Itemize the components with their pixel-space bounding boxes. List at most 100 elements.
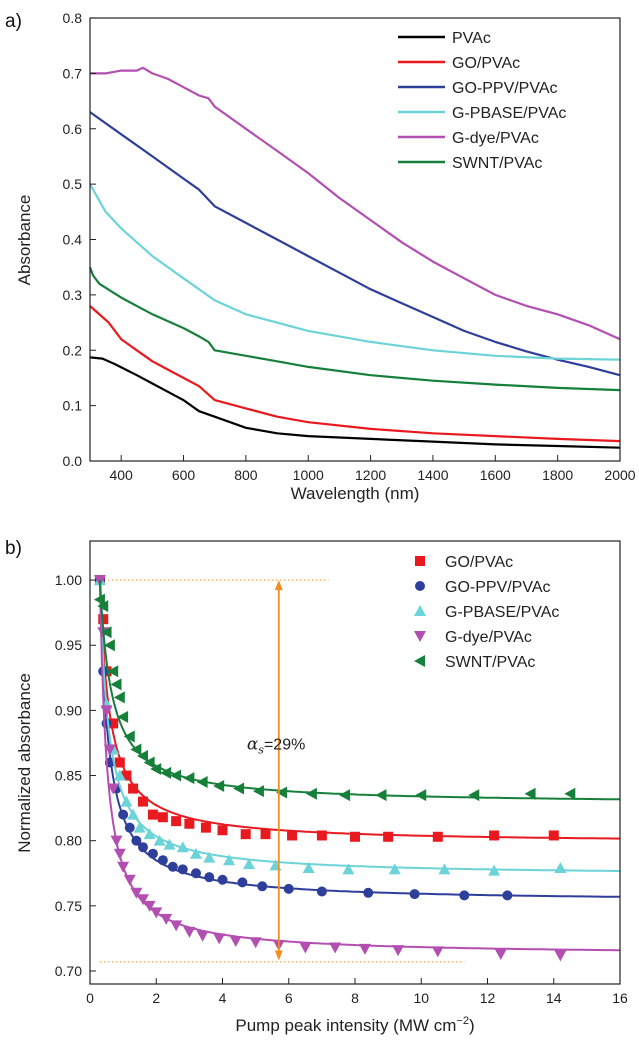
legend-label-go-ppv-pvac: GO-PPV/PVAc [445,579,551,596]
x-tick-label: 1400 [417,467,448,483]
panel-b-ticks: 0 2 4 6 8 10 12 14 16 0.70 0.75 0.80 0.85 0.90 0.95 1.0… [55,572,628,1006]
panel-a-label: a) [5,11,22,32]
data-point-go-ppv-pvac [237,877,248,888]
data-point-swnt-pvac [415,789,427,802]
data-point-g-dye-pvac [130,887,143,899]
data-point-swnt-pvac [110,678,122,691]
data-point-g-dye-pvac [137,894,149,906]
legend-marker-go-pvac [415,556,425,566]
data-point-g-dye-pvac [160,913,173,925]
data-point-go-ppv-pvac [217,874,228,885]
data-point-g-pbase-pvac [113,769,126,781]
data-point-go-pvac [432,831,443,842]
x-tick-label: 2 [152,990,160,1006]
legend-label-g-pbase-pvac: G-PBASE/PVAc [445,604,559,621]
data-point-swnt-pvac [150,763,162,776]
data-point-go-ppv-pvac [409,889,420,900]
x-tick-label: 12 [480,990,496,1006]
data-point-swnt-pvac [375,789,387,802]
data-point-g-pbase-pvac [143,828,156,840]
data-point-go-ppv-pvac [131,835,142,846]
data-point-swnt-pvac [100,626,112,639]
x-tick-label: 14 [546,990,562,1006]
data-point-go-ppv-pvac [502,890,513,901]
legend-label-go-pvac: GO/PVAc [445,554,513,571]
data-point-go-pvac [147,809,158,820]
data-point-swnt-pvac [524,787,536,800]
data-point-swnt-pvac [468,789,480,802]
annotation-value: =29% [264,736,305,753]
y-tick-label: 0.95 [55,637,82,653]
x-tick-label: 400 [109,467,133,483]
data-point-g-dye-pvac [358,943,371,955]
saturable-absorption-annotation: αs=29% [247,580,305,961]
y-tick-label: 0.90 [55,702,82,718]
data-point-swnt-pvac [276,786,288,799]
data-point-g-dye-pvac [103,744,116,756]
legend-marker-g-pbase-pvac [414,605,426,616]
y-tick-label: 0.8 [63,10,83,26]
legend-label-g-dye-pvac: G-dye/PVAc [452,130,539,147]
data-point-go-ppv-pvac [283,883,294,894]
series-line-swnt-pvac [88,266,621,392]
data-point-swnt-pvac [252,785,264,798]
series-line-pvac [89,356,621,449]
data-point-g-dye-pvac [392,945,405,957]
x-tick-label: 6 [285,990,293,1006]
y-tick-label: 0.3 [63,287,83,303]
data-point-swnt-pvac [170,769,182,782]
data-point-g-dye-pvac [299,942,312,954]
data-point-go-pvac [383,831,394,842]
data-point-swnt-pvac [103,639,115,652]
data-point-go-ppv-pvac [191,868,201,879]
series-line-g-dye-pvac [90,66,621,341]
panel-b: b) 0 2 4 6 8 10 12 14 16 0.70 0.75 0.80 0.85 0.90 0.95… [5,538,628,1035]
data-point-g-pbase-pvac [163,838,176,850]
data-point-g-dye-pvac [107,783,120,795]
data-point-g-pbase-pvac [127,808,140,820]
data-point-swnt-pvac [117,710,129,723]
data-point-swnt-pvac [113,691,125,704]
data-point-swnt-pvac [93,593,105,606]
y-tick-label: 0.80 [55,833,82,849]
data-point-g-dye-pvac [196,930,209,942]
data-point-go-ppv-pvac [118,809,129,820]
panel-b-reference-lines [99,579,465,963]
data-point-go-ppv-pvac [459,890,470,901]
data-point-g-dye-pvac [229,936,242,948]
data-point-g-dye-pvac [170,920,183,932]
legend-label-g-dye-pvac: G-dye/PVAc [445,629,532,646]
data-point-g-dye-pvac [213,933,226,945]
data-point-go-pvac [287,830,298,841]
panel-b-legend: GO/PVAc GO-PPV/PVAc G-PBASE/PVAc G-dye/PVAc… [414,554,559,671]
data-point-g-pbase-pvac [488,864,501,876]
y-tick-label: 0.4 [63,232,83,248]
data-point-g-dye-pvac [113,848,126,860]
x-tick-label: 1600 [480,467,511,483]
data-point-swnt-pvac [143,756,155,769]
panel-b-plot-area [93,574,621,962]
fit-curve-g-pbase-pvac [98,580,620,872]
data-point-g-dye-pvac [554,950,567,962]
annotation-arrow-head-bottom [274,950,283,961]
x-tick-label: 600 [172,467,196,483]
x-tick-label: 4 [219,990,227,1006]
data-point-g-pbase-pvac [133,821,146,833]
data-point-swnt-pvac [339,789,351,802]
data-point-g-dye-pvac [143,900,156,912]
y-tick-label: 0.5 [63,176,83,192]
panel-b-label: b) [5,538,22,559]
data-point-go-pvac [260,829,271,840]
data-point-swnt-pvac [130,743,142,756]
data-point-go-ppv-pvac [316,886,327,897]
x-tick-label: 8 [351,990,359,1006]
annotation-subscript: s [258,743,264,756]
panel-a: a) 400 600 800 1000 1200 1400 1600 1800 2000 0.0 0… [5,10,636,503]
data-point-go-pvac [316,830,327,841]
data-point-swnt-pvac [213,779,225,792]
data-point-g-dye-pvac [123,874,136,886]
panel-b-y-axis-label: Normalized absorbance [15,673,34,853]
data-point-go-ppv-pvac [257,881,268,892]
data-point-swnt-pvac [183,772,195,785]
